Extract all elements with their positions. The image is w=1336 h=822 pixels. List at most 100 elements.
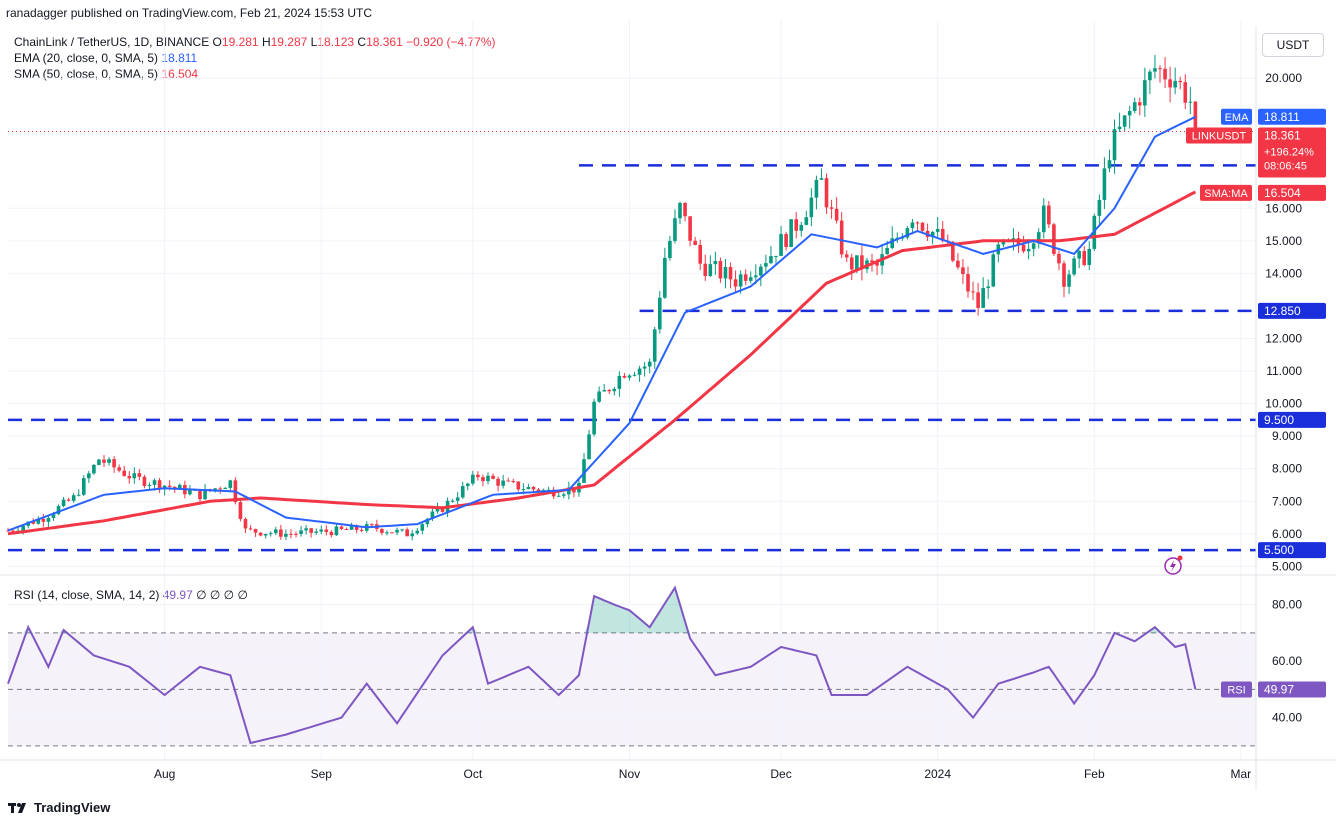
candle-body: [632, 374, 637, 376]
candle-body: [97, 459, 101, 465]
symbol-name[interactable]: ChainLink / TetherUS, 1D, BINANCE: [14, 35, 210, 49]
candle-body: [1148, 71, 1152, 81]
rsi-guides: [8, 632, 1256, 747]
rsi-legend-value: 49.97: [162, 588, 193, 602]
candle-body: [137, 473, 142, 477]
candle-body: [329, 531, 334, 536]
tradingview-brand[interactable]: TradingView: [8, 800, 110, 815]
candle-body: [1193, 101, 1198, 132]
sma-legend-row[interactable]: SMA (50, close, 0, SMA, 5) 16.504: [14, 66, 496, 82]
candle-body: [602, 390, 607, 392]
lightning-icon[interactable]: [1164, 555, 1183, 575]
candle-body: [718, 260, 723, 279]
currency-button[interactable]: USDT: [1262, 33, 1324, 57]
ema-legend-row[interactable]: EMA (20, close, 0, SMA, 5) 18.811: [14, 50, 496, 66]
candle-body: [1041, 205, 1046, 233]
candle-body: [1132, 102, 1137, 112]
candles: [6, 54, 1198, 541]
candle-body: [117, 467, 121, 471]
candle-body: [885, 248, 889, 255]
candle-body: [688, 216, 692, 241]
candle-body: [81, 478, 86, 495]
low-label: L: [310, 35, 318, 49]
badge-value: 5.500: [1264, 543, 1294, 557]
candle-body: [627, 375, 632, 378]
candle-body: [349, 525, 354, 530]
candle-body: [582, 459, 586, 483]
x-tick-label: Nov: [619, 767, 640, 781]
candle-body: [814, 179, 819, 198]
candle-body: [440, 507, 445, 512]
candle-body: [506, 480, 511, 482]
candle-body: [359, 529, 364, 531]
x-tick-label: Aug: [154, 767, 175, 781]
candle-body: [951, 241, 955, 261]
candle-body: [279, 529, 283, 537]
candle-body: [708, 264, 713, 277]
sma-legend-label: SMA (50, close, 0, SMA, 5): [14, 67, 159, 81]
price-tick-label: 12.000: [1265, 332, 1302, 346]
price-badge: 18.361 +196.24% 08:06:45 LINKUSDT: [1186, 127, 1326, 178]
candle-body: [491, 475, 495, 479]
candle-body: [759, 266, 763, 276]
candle-body: [1057, 253, 1061, 264]
candle-body: [642, 366, 647, 369]
close-value: 18.361: [366, 35, 403, 49]
candle-body: [460, 486, 465, 498]
candle-body: [1036, 232, 1041, 244]
badge-name: LINKUSDT: [1192, 130, 1247, 142]
badge-value-bg: [1258, 411, 1326, 428]
candle-body: [920, 222, 925, 231]
candle-body: [804, 217, 809, 225]
candle-body: [1173, 80, 1177, 88]
candle-body: [385, 532, 389, 534]
price-tick-label: 10.000: [1265, 397, 1302, 411]
candle-body: [107, 459, 111, 463]
candle-body: [122, 470, 127, 476]
lightning-bolt: [1170, 560, 1176, 572]
candle-body: [748, 277, 753, 281]
candle-body: [284, 533, 288, 537]
rsi-legend[interactable]: RSI (14, close, SMA, 14, 2) 49.97 ∅ ∅ ∅ …: [14, 588, 248, 602]
candle-body: [132, 473, 137, 479]
ema-legend-label: EMA (20, close, 0, SMA, 5): [14, 51, 159, 65]
open-label: O: [212, 35, 222, 49]
candle-body: [66, 499, 71, 501]
candle-body: [203, 489, 207, 500]
candle-body: [673, 218, 677, 241]
candle-body: [647, 361, 652, 367]
candle-body: [1137, 102, 1142, 106]
candle-body: [213, 488, 217, 491]
badge-value-bg: [1258, 542, 1326, 559]
price-tick-label: 15.000: [1265, 234, 1302, 248]
candle-body: [986, 286, 991, 289]
candle-body: [657, 297, 662, 330]
candle-body: [961, 267, 965, 275]
price-tick-label: 11.000: [1266, 364, 1302, 378]
candle-body: [1097, 199, 1102, 216]
rsi-tick-label: 60.00: [1272, 654, 1302, 668]
price-tick-label: 5.000: [1272, 559, 1302, 573]
rsi-legend-label: RSI (14, close, SMA, 14, 2): [14, 588, 160, 602]
candle-body: [774, 255, 778, 257]
candle-body: [420, 524, 425, 531]
candle-body: [617, 375, 622, 389]
candle-body: [1112, 129, 1117, 161]
candle-body: [526, 487, 531, 490]
candle-body: [794, 219, 799, 231]
candle-body: [723, 266, 728, 279]
candle-body: [228, 480, 233, 488]
candle-body: [294, 533, 298, 535]
candle-body: [157, 480, 162, 490]
candle-body: [76, 494, 81, 496]
candle-body: [127, 475, 132, 479]
candle-body: [516, 481, 521, 490]
candle-body: [410, 533, 415, 537]
badge-value: 12.850: [1264, 304, 1301, 318]
price-tick-label: 6.000: [1272, 527, 1302, 541]
candle-body: [733, 279, 738, 287]
candle-body: [819, 178, 824, 180]
price-tick-label: 9.000: [1272, 429, 1302, 443]
price-badge: 49.97 RSI: [1221, 681, 1326, 698]
